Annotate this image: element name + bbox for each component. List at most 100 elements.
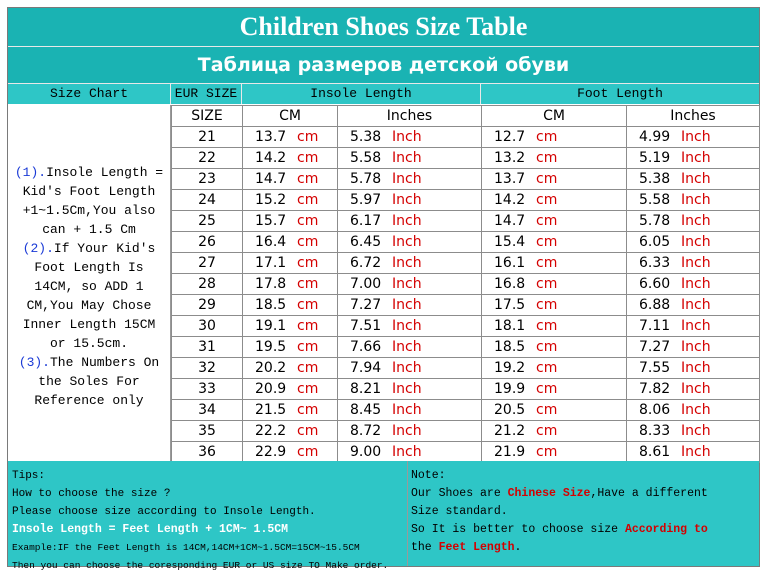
foot-cm-cell: 14.2 cm bbox=[481, 189, 627, 211]
insole-inches-cell: 7.27 Inch bbox=[337, 294, 482, 316]
note-line: (2).If Your Kid's bbox=[8, 239, 170, 258]
cell-unit: Inch bbox=[392, 192, 422, 208]
foot-inches-cell: 7.55 Inch bbox=[626, 357, 760, 379]
foot-inches-cell: 5.19 Inch bbox=[626, 147, 760, 169]
cell-unit: cm bbox=[297, 129, 319, 145]
cell-value: 7.82 bbox=[639, 381, 671, 397]
cell-unit: Inch bbox=[681, 129, 711, 145]
note-line: can + 1.5 Cm bbox=[42, 222, 136, 237]
foot-inches-cell: 6.88 Inch bbox=[626, 294, 760, 316]
cell-unit: cm bbox=[297, 213, 319, 229]
insole-inches-cell: 9.00 Inch bbox=[337, 441, 482, 463]
cell-value: 20.2 bbox=[255, 360, 287, 376]
cell-value: 5.19 bbox=[639, 150, 671, 166]
cell-value: 18.5 bbox=[255, 297, 287, 313]
cell-value: 8.21 bbox=[350, 381, 382, 397]
size-cell: 33 bbox=[171, 378, 243, 400]
size-table-frame: Children Shoes Size Table Таблица размер… bbox=[7, 7, 760, 571]
column-header-size: SIZE bbox=[171, 105, 243, 127]
cell-value: 5.58 bbox=[639, 192, 671, 208]
cell-unit: cm bbox=[297, 444, 319, 460]
cell-value: 6.45 bbox=[350, 234, 382, 250]
cell-value: 17.5 bbox=[494, 297, 526, 313]
cell-value: 5.38 bbox=[639, 171, 671, 187]
cell-unit: Inch bbox=[392, 234, 422, 250]
size-table: SIZE CM Inches CM Inches 21 13.7 cm 5.38 Inc… bbox=[171, 105, 760, 463]
header-insole-length: Insole Length bbox=[242, 84, 481, 104]
cell-unit: Inch bbox=[392, 150, 422, 166]
foot-inches-cell: 6.33 Inch bbox=[626, 252, 760, 274]
column-header-insole-inches: Inches bbox=[337, 105, 482, 127]
table-row: 25 15.7 cm 6.17 Inch 14.7 cm 5.78 Inch bbox=[171, 210, 760, 232]
table-row: 21 13.7 cm 5.38 Inch 12.7 cm 4.99 Inch bbox=[171, 126, 760, 148]
foot-cm-cell: 16.1 cm bbox=[481, 252, 627, 274]
cell-value: 16.8 bbox=[494, 276, 526, 292]
note-text: ,Have a different bbox=[590, 487, 708, 500]
column-header-insole-cm: CM bbox=[242, 105, 338, 127]
cell-unit: Inch bbox=[681, 213, 711, 229]
cell-unit: Inch bbox=[681, 171, 711, 187]
foot-cm-cell: 18.5 cm bbox=[481, 336, 627, 358]
foot-inches-cell: 5.38 Inch bbox=[626, 168, 760, 190]
cell-value: 6.88 bbox=[639, 297, 671, 313]
size-cell: 36 bbox=[171, 441, 243, 463]
tips-label: Tips: bbox=[12, 470, 46, 482]
cell-unit: Inch bbox=[681, 255, 711, 271]
foot-inches-cell: 5.58 Inch bbox=[626, 189, 760, 211]
size-chart-notes: (1).Insole Length = Kid's Foot Length +1… bbox=[8, 105, 171, 461]
cell-value: 13.2 bbox=[494, 150, 526, 166]
column-header-foot-inches: Inches bbox=[626, 105, 760, 127]
size-cell: 21 bbox=[171, 126, 243, 148]
note-line: the Soles For bbox=[38, 374, 140, 389]
foot-inches-cell: 7.27 Inch bbox=[626, 336, 760, 358]
cell-value: 14.7 bbox=[494, 213, 526, 229]
cell-value: 17.8 bbox=[255, 276, 287, 292]
cell-unit: cm bbox=[297, 255, 319, 271]
note-line: Our Shoes are Chinese Size,Have a differ… bbox=[411, 485, 751, 503]
insole-cm-cell: 22.9 cm bbox=[242, 441, 338, 463]
insole-inches-cell: 7.66 Inch bbox=[337, 336, 482, 358]
insole-cm-cell: 14.7 cm bbox=[242, 168, 338, 190]
table-row: 30 19.1 cm 7.51 Inch 18.1 cm 7.11 Inch bbox=[171, 315, 760, 337]
cell-value: 7.55 bbox=[639, 360, 671, 376]
cell-value: 8.33 bbox=[639, 423, 671, 439]
cell-value: 9.00 bbox=[350, 444, 382, 460]
note-line: Kid's Foot Length bbox=[22, 184, 156, 199]
cell-unit: Inch bbox=[392, 276, 422, 292]
cell-unit: cm bbox=[297, 234, 319, 250]
insole-cm-cell: 17.1 cm bbox=[242, 252, 338, 274]
cell-unit: Inch bbox=[681, 234, 711, 250]
table-row: 27 17.1 cm 6.72 Inch 16.1 cm 6.33 Inch bbox=[171, 252, 760, 274]
note-label: Note: bbox=[411, 469, 446, 482]
size-cell: 25 bbox=[171, 210, 243, 232]
foot-inches-cell: 7.11 Inch bbox=[626, 315, 760, 337]
size-cell: 26 bbox=[171, 231, 243, 253]
insole-inches-cell: 7.00 Inch bbox=[337, 273, 482, 295]
cell-value: 16.4 bbox=[255, 234, 287, 250]
cell-unit: cm bbox=[536, 171, 558, 187]
cell-unit: cm bbox=[536, 402, 558, 418]
cell-value: 6.33 bbox=[639, 255, 671, 271]
insole-cm-cell: 19.5 cm bbox=[242, 336, 338, 358]
insole-cm-cell: 16.4 cm bbox=[242, 231, 338, 253]
note-number: (3). bbox=[18, 355, 50, 370]
foot-inches-cell: 4.99 Inch bbox=[626, 126, 760, 148]
note-line: CM,You May Chose bbox=[26, 298, 152, 313]
cell-unit: cm bbox=[297, 402, 319, 418]
cell-value: 5.38 bbox=[350, 129, 382, 145]
note-highlight: Chinese Size bbox=[507, 487, 591, 500]
cell-unit: cm bbox=[297, 381, 319, 397]
note-highlight: According to bbox=[624, 523, 708, 536]
tips-example: Example:IF the Feet Length is 14CM,14CM+… bbox=[12, 542, 360, 553]
cell-unit: Inch bbox=[681, 318, 711, 334]
foot-inches-cell: 7.82 Inch bbox=[626, 378, 760, 400]
cell-value: 18.5 bbox=[494, 339, 526, 355]
cell-value: 4.99 bbox=[639, 129, 671, 145]
cell-value: 7.66 bbox=[350, 339, 382, 355]
foot-inches-cell: 6.05 Inch bbox=[626, 231, 760, 253]
cell-value: 15.2 bbox=[255, 192, 287, 208]
page-title: Children Shoes Size Table bbox=[8, 8, 759, 47]
table-row: 22 14.2 cm 5.58 Inch 13.2 cm 5.19 Inch bbox=[171, 147, 760, 169]
cell-value: 21.5 bbox=[255, 402, 287, 418]
insole-inches-cell: 5.78 Inch bbox=[337, 168, 482, 190]
